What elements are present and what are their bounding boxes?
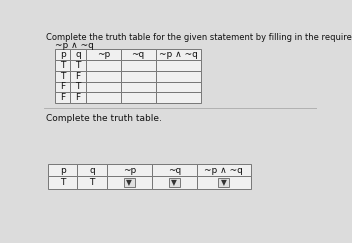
Bar — [152, 164, 197, 176]
Bar — [121, 92, 156, 103]
Text: ▼: ▼ — [126, 178, 132, 187]
Bar — [55, 81, 70, 92]
Bar — [77, 176, 107, 189]
Bar — [169, 178, 180, 187]
Text: T: T — [89, 178, 95, 187]
Text: T: T — [60, 178, 65, 187]
Text: p: p — [60, 50, 65, 59]
Bar — [197, 176, 251, 189]
Bar — [55, 71, 70, 81]
Bar — [86, 81, 121, 92]
Text: ~p: ~p — [122, 165, 136, 174]
Bar — [156, 92, 201, 103]
Bar — [55, 92, 70, 103]
Bar — [55, 60, 70, 71]
Bar — [218, 178, 229, 187]
Bar — [48, 176, 77, 189]
Bar — [86, 60, 121, 71]
Bar — [55, 49, 70, 60]
Text: q: q — [75, 50, 81, 59]
Bar — [156, 49, 201, 60]
Text: ~p ∧ ~q: ~p ∧ ~q — [159, 50, 197, 59]
Bar — [70, 60, 86, 71]
Bar — [86, 92, 121, 103]
Text: ~p: ~p — [97, 50, 110, 59]
Bar — [156, 71, 201, 81]
Bar — [70, 49, 86, 60]
Text: F: F — [60, 93, 65, 102]
Text: T: T — [75, 61, 81, 70]
Text: F: F — [60, 82, 65, 91]
Text: ~q: ~q — [168, 165, 181, 174]
Text: ~p ∧ ~q: ~p ∧ ~q — [205, 165, 243, 174]
Bar — [121, 49, 156, 60]
Bar — [48, 164, 77, 176]
Text: Complete the truth table for the given statement by filling in the required colu: Complete the truth table for the given s… — [45, 33, 352, 42]
Text: F: F — [76, 72, 81, 81]
Bar — [70, 92, 86, 103]
Bar — [70, 81, 86, 92]
Bar — [197, 164, 251, 176]
Bar — [121, 60, 156, 71]
Text: T: T — [60, 61, 65, 70]
Bar — [77, 164, 107, 176]
Text: ▼: ▼ — [221, 178, 227, 187]
Text: ~p ∧ ~q: ~p ∧ ~q — [55, 42, 94, 51]
Bar — [152, 176, 197, 189]
Bar — [86, 49, 121, 60]
Bar — [107, 164, 152, 176]
Bar — [121, 71, 156, 81]
Text: Complete the truth table.: Complete the truth table. — [45, 114, 162, 123]
Text: p: p — [60, 165, 65, 174]
Text: q: q — [89, 165, 95, 174]
Bar — [156, 60, 201, 71]
Text: ▼: ▼ — [171, 178, 177, 187]
Bar — [121, 81, 156, 92]
Bar — [107, 176, 152, 189]
Text: T: T — [60, 72, 65, 81]
Text: ~q: ~q — [132, 50, 145, 59]
Text: F: F — [76, 93, 81, 102]
Bar — [86, 71, 121, 81]
Bar — [156, 81, 201, 92]
Bar — [70, 71, 86, 81]
Bar — [124, 178, 135, 187]
Text: T: T — [75, 82, 81, 91]
